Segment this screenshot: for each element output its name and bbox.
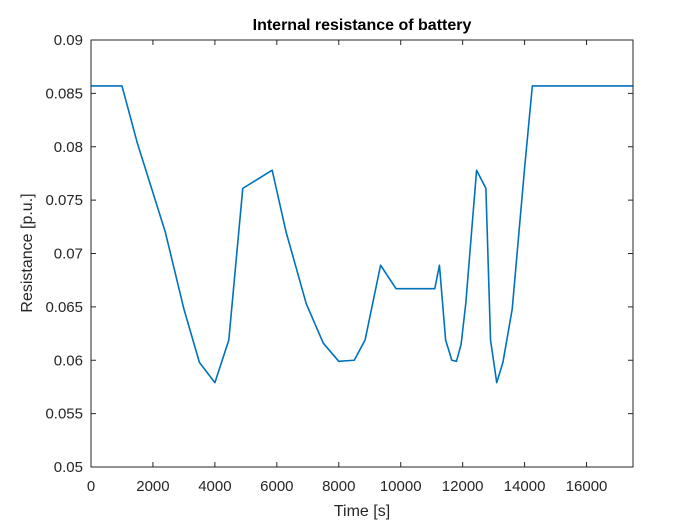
y-tick-label: 0.07 — [54, 246, 83, 263]
x-tick-label: 10000 — [380, 478, 422, 495]
data-series — [91, 85, 633, 384]
x-tick-labels: 0 2000 4000 6000 8000 10000 12000 14000 16000 — [87, 478, 608, 495]
x-axis-label: Time [s] — [334, 503, 390, 520]
y-tick-label: 0.055 — [45, 406, 83, 423]
x-tick-label: 0 — [87, 478, 95, 495]
x-tick-label: 12000 — [442, 478, 484, 495]
y-tick-label: 0.06 — [54, 352, 83, 369]
plot-area-frame — [90, 39, 634, 468]
x-tick-label: 6000 — [260, 478, 293, 495]
x-tick-label: 14000 — [504, 478, 546, 495]
y-axis-label: Resistance [p.u.] — [19, 193, 36, 312]
plot-area-background — [91, 40, 633, 467]
y-tick-label: 0.075 — [45, 192, 83, 209]
y-tick-label: 0.085 — [45, 85, 83, 102]
axis-ticks — [90, 39, 633, 468]
x-tick-label: 8000 — [322, 478, 355, 495]
y-tick-label: 0.065 — [45, 299, 83, 316]
x-tick-label: 16000 — [566, 478, 608, 495]
y-tick-label: 0.05 — [54, 459, 83, 476]
chart-title: Internal resistance of battery — [253, 17, 472, 34]
x-tick-label: 4000 — [198, 478, 231, 495]
y-tick-labels: 0.05 0.055 0.06 0.065 0.07 0.075 0.08 0.085 0.09 — [45, 32, 83, 476]
y-tick-label: 0.08 — [54, 139, 83, 156]
y-tick-label: 0.09 — [54, 32, 83, 49]
series-line — [91, 85, 633, 384]
x-tick-label: 2000 — [136, 478, 169, 495]
